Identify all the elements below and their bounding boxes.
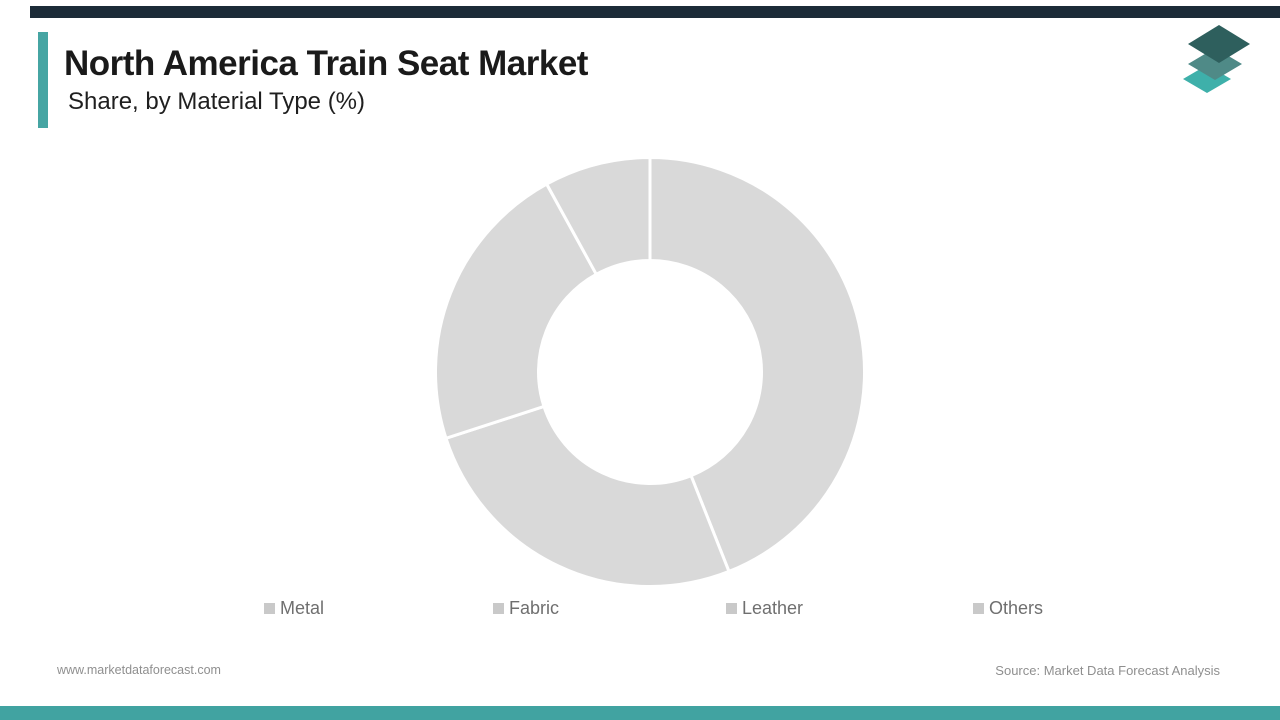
legend-swatch-icon — [726, 602, 737, 614]
brand-logo — [1183, 25, 1250, 93]
donut-segment-metal — [648, 155, 866, 574]
page-subtitle: Share, by Material Type (%) — [68, 88, 366, 115]
top-accent-bar — [30, 6, 1280, 18]
legend-label: Metal — [280, 598, 325, 618]
title-accent-bar — [38, 32, 48, 128]
legend-label: Others — [989, 598, 1044, 618]
legend-item-leather: Leather — [726, 596, 803, 620]
page-title: North America Train Seat Market — [64, 44, 588, 83]
donut-segment-fabric — [444, 404, 731, 588]
legend-label: Fabric — [509, 598, 560, 618]
legend-swatch-icon — [973, 602, 984, 614]
donut-segment-others — [544, 155, 652, 277]
website-url: www.marketdataforecast.com — [57, 663, 221, 677]
legend-label: Leather — [742, 598, 804, 618]
legend-item-fabric: Fabric — [493, 596, 559, 620]
legend-swatch-icon — [493, 602, 504, 614]
bottom-accent-bar — [0, 706, 1280, 720]
donut-segment-leather — [434, 181, 599, 441]
logo-layer-top-icon — [1188, 25, 1250, 63]
legend-item-metal: Metal — [264, 596, 324, 620]
donut-chart — [430, 152, 870, 592]
source-note: Source: Market Data Forecast Analysis — [995, 663, 1220, 678]
chart-legend: Metal Fabric Leather Others — [0, 596, 1280, 620]
legend-item-others: Others — [973, 596, 1043, 620]
legend-swatch-icon — [264, 602, 275, 614]
